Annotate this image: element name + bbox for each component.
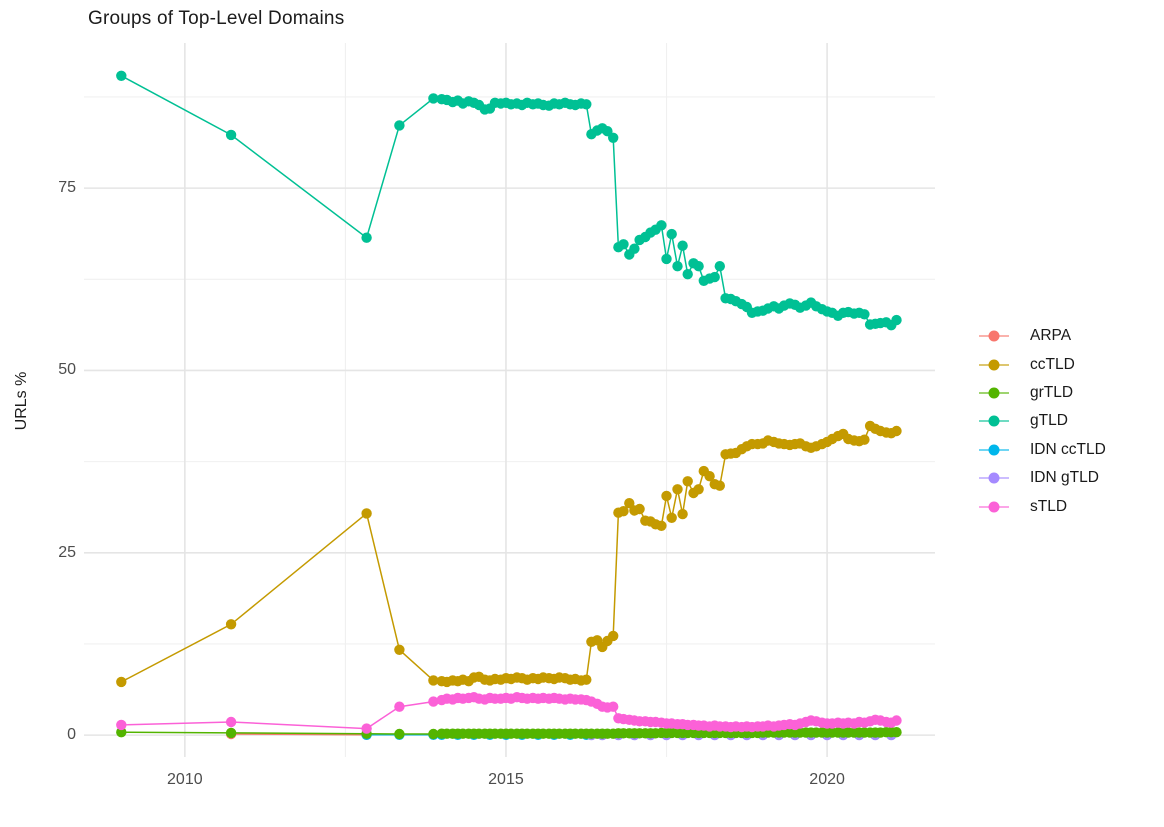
legend-item-IDN-gTLD: IDN gTLD [978,464,1106,492]
legend-item-gTLD: gTLD [978,407,1106,435]
legend-label: grTLD [1030,383,1074,401]
legend-key-icon [979,472,1009,484]
series-point-ccTLD [581,674,592,685]
series-point-ccTLD [624,498,635,509]
series-point-grTLD [394,728,405,740]
series-point-gTLD [428,93,439,104]
legend-item-ARPA: ARPA [978,322,1106,350]
series-point-ccTLD [394,644,405,655]
legend-item-grTLD: grTLD [978,379,1106,407]
series-point-ccTLD [608,630,619,642]
series-point-ccTLD [225,619,237,630]
legend-item-ccTLD: ccTLD [978,350,1106,378]
legend-key-icon [979,501,1009,513]
series-point-sTLD [428,696,439,707]
x-tick-label: 2010 [167,771,203,788]
series-point-gTLD [682,269,693,280]
y-tick-label: 25 [58,543,76,561]
legend-label: gTLD [1030,412,1068,430]
legend-label: IDN ccTLD [1030,440,1106,458]
x-tick-label: 2020 [809,771,845,788]
series-point-ccTLD [361,508,372,519]
series-point-sTLD [394,701,405,712]
legend-label: sTLD [1030,497,1068,515]
series-point-gTLD [394,120,405,131]
y-tick-label: 75 [58,179,76,197]
legend-item-IDN-ccTLD: IDN ccTLD [978,436,1106,464]
series-point-gTLD [656,220,667,231]
series-point-ccTLD [634,503,645,515]
x-tick-label: 2015 [488,771,524,788]
legend-label: ARPA [1030,327,1072,345]
legend: ARPA ccTLD grTLD gTLD IDN ccTLD IDN gTLD sTLD [978,322,1106,521]
series-point-grTLD [116,727,127,738]
series-point-gTLD [618,239,629,250]
series-point-ccTLD [666,512,677,523]
series-point-sTLD [608,701,619,712]
legend-label: IDN gTLD [1030,469,1099,487]
series-point-grTLD [428,728,439,740]
series-point-gTLD [661,253,672,265]
series-point-gTLD [581,99,592,110]
series-point-ccTLD [618,506,629,517]
series-point-ccTLD [656,520,667,531]
legend-key-icon [979,415,1009,427]
series-point-gTLD [693,261,704,272]
series-point-gTLD [629,243,640,254]
series-point-grTLD [225,727,237,739]
series-point-ccTLD [704,471,715,482]
series-point-gTLD [677,240,688,251]
legend-key-icon [979,330,1009,342]
series-point-gTLD [891,314,902,326]
series-point-ccTLD [116,676,127,688]
legend-item-sTLD: sTLD [978,492,1106,520]
series-point-ccTLD [672,484,683,495]
series-point-gTLD [608,132,619,143]
legend-key-icon [979,444,1009,456]
series-point-ccTLD [859,434,870,445]
y-tick-label: 0 [67,726,76,744]
series-point-sTLD [225,716,237,728]
series-point-ccTLD [661,490,672,502]
series-point-ccTLD [714,480,725,491]
series-point-ccTLD [677,508,688,520]
series-point-ccTLD [693,484,704,495]
series-point-gTLD [116,70,127,82]
legend-key-icon [979,359,1009,371]
series-line-ARPA [231,733,367,736]
legend-label: ccTLD [1030,355,1075,373]
series-line-gTLD [120,75,898,327]
series-point-gTLD [714,261,725,272]
chart-title: Groups of Top-Level Domains [88,8,345,29]
series-point-ccTLD [428,675,439,686]
series-point-gTLD [666,228,677,240]
legend-key-icon [979,387,1009,399]
series-point-gTLD [361,232,372,243]
series-point-gTLD [859,309,870,320]
series-point-grTLD [891,727,902,738]
series-point-sTLD [116,719,127,731]
series-point-ccTLD [682,476,693,487]
series-point-gTLD [709,271,720,283]
y-tick-label: 50 [58,361,76,379]
series-point-ccTLD [891,425,902,437]
series-point-sTLD [891,715,902,726]
series-point-gTLD [672,261,683,272]
series-point-sTLD [361,723,372,734]
series-point-gTLD [225,129,237,141]
